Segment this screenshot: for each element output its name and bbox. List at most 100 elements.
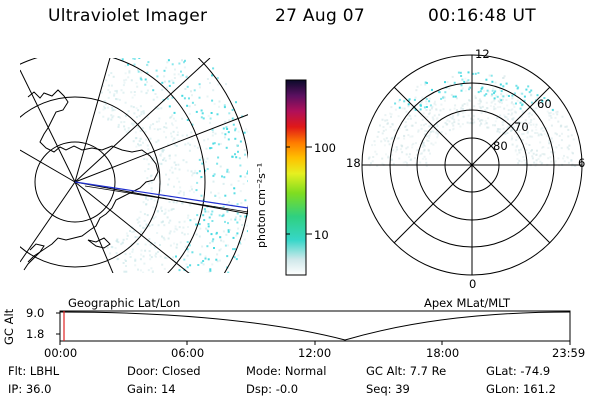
- satellite-track: [74, 181, 248, 209]
- aurora-speckle: [409, 135, 412, 138]
- aurora-speckle: [121, 34, 123, 36]
- status-gc-alt-value: 7.7 Re: [409, 364, 447, 378]
- aurora-speckle: [161, 281, 163, 283]
- aurora-speckle: [239, 140, 242, 143]
- aurora-speckle: [162, 159, 164, 161]
- aurora-speckle: [551, 140, 554, 143]
- aurora-speckle: [135, 107, 138, 110]
- aurora-speckle: [560, 124, 562, 127]
- aurora-speckle: [460, 75, 463, 77]
- aurora-speckle: [127, 129, 130, 132]
- aurora-speckle: [502, 95, 505, 98]
- aurora-speckle: [462, 107, 465, 110]
- status-glon-value: 161.2: [522, 382, 556, 396]
- aurora-speckle: [500, 99, 502, 101]
- aurora-speckle: [226, 255, 229, 258]
- aurora-speckle: [125, 238, 128, 240]
- aurora-speckle: [428, 137, 431, 139]
- aurora-speckle: [149, 175, 152, 178]
- aurora-speckle: [166, 61, 169, 64]
- aurora-speckle: [491, 89, 494, 92]
- aurora-speckle: [520, 133, 523, 136]
- aurora-speckle: [119, 116, 122, 119]
- aurora-speckle: [457, 119, 460, 122]
- aurora-speckle: [107, 84, 110, 87]
- aurora-speckle: [133, 55, 135, 57]
- aurora-speckle: [494, 107, 497, 110]
- aurora-speckle: [416, 154, 419, 156]
- aurora-speckle: [172, 89, 175, 92]
- aurora-speckle: [507, 113, 510, 115]
- aurora-speckle: [503, 107, 506, 110]
- aurora-speckle: [221, 277, 223, 279]
- aurora-speckle: [457, 113, 460, 116]
- aurora-speckle: [172, 81, 175, 84]
- aurora-speckle: [217, 143, 220, 146]
- aurora-speckle: [496, 128, 499, 131]
- aurora-speckle: [192, 49, 194, 51]
- aurora-speckle: [186, 304, 188, 306]
- aurora-speckle: [518, 151, 521, 154]
- aurora-speckle: [534, 126, 537, 128]
- aurora-speckle: [134, 131, 137, 134]
- aurora-speckle: [516, 158, 519, 160]
- aurora-speckle: [493, 92, 495, 95]
- aurora-speckle: [200, 109, 203, 112]
- aurora-speckle: [234, 218, 237, 221]
- aurora-speckle: [129, 256, 132, 258]
- aurora-speckle: [384, 119, 387, 122]
- aurora-speckle: [226, 170, 229, 173]
- aurora-speckle: [508, 123, 511, 125]
- aurora-speckle: [190, 90, 192, 93]
- aurora-speckle: [173, 73, 176, 76]
- aurora-speckle: [206, 290, 208, 292]
- aurora-speckle: [420, 139, 423, 142]
- aurora-speckle: [213, 173, 216, 176]
- aurora-speckle: [173, 230, 176, 233]
- aurora-speckle: [477, 99, 480, 102]
- aurora-speckle: [434, 103, 437, 106]
- aurora-speckle: [494, 81, 497, 84]
- aurora-speckle: [178, 62, 181, 65]
- aurora-speckle: [113, 93, 116, 95]
- status-gain-value: 14: [160, 382, 176, 396]
- aurora-speckle: [120, 121, 123, 124]
- aurora-speckle: [200, 261, 203, 264]
- aurora-speckle: [442, 95, 445, 98]
- aurora-speckle: [241, 234, 244, 237]
- aurora-speckle: [124, 101, 127, 104]
- aurora-speckle: [227, 171, 230, 174]
- aurora-speckle: [146, 64, 149, 67]
- aurora-speckle: [149, 126, 151, 129]
- aurora-speckle: [163, 238, 166, 241]
- aurora-speckle: [463, 110, 466, 113]
- aurora-speckle: [144, 249, 147, 252]
- aurora-speckle: [172, 256, 175, 259]
- aurora-speckle: [496, 95, 499, 98]
- aurora-speckle: [525, 125, 527, 128]
- aurora-speckle: [150, 85, 153, 88]
- aurora-speckle: [514, 92, 516, 95]
- aurora-speckle: [145, 203, 148, 206]
- aurora-speckle: [453, 118, 456, 121]
- aurora-speckle: [234, 129, 237, 132]
- aurora-speckle: [221, 175, 223, 178]
- aurora-speckle: [237, 180, 240, 182]
- aurora-speckle: [196, 146, 199, 149]
- aurora-speckle: [427, 113, 430, 116]
- aurora-speckle: [233, 187, 236, 190]
- aurora-speckle: [389, 112, 392, 115]
- aurora-speckle: [132, 106, 135, 109]
- aurora-speckle: [132, 140, 135, 143]
- aurora-speckle: [131, 30, 133, 32]
- aurora-speckle: [107, 118, 110, 121]
- aurora-speckle: [171, 171, 174, 174]
- aurora-speckle: [183, 61, 185, 64]
- aurora-speckle: [168, 80, 171, 83]
- aurora-speckle: [420, 127, 423, 130]
- aurora-speckle: [210, 147, 213, 149]
- aurora-speckle: [247, 180, 248, 183]
- aurora-speckle: [197, 282, 199, 284]
- aurora-speckle: [566, 146, 569, 149]
- aurora-speckle: [216, 77, 219, 80]
